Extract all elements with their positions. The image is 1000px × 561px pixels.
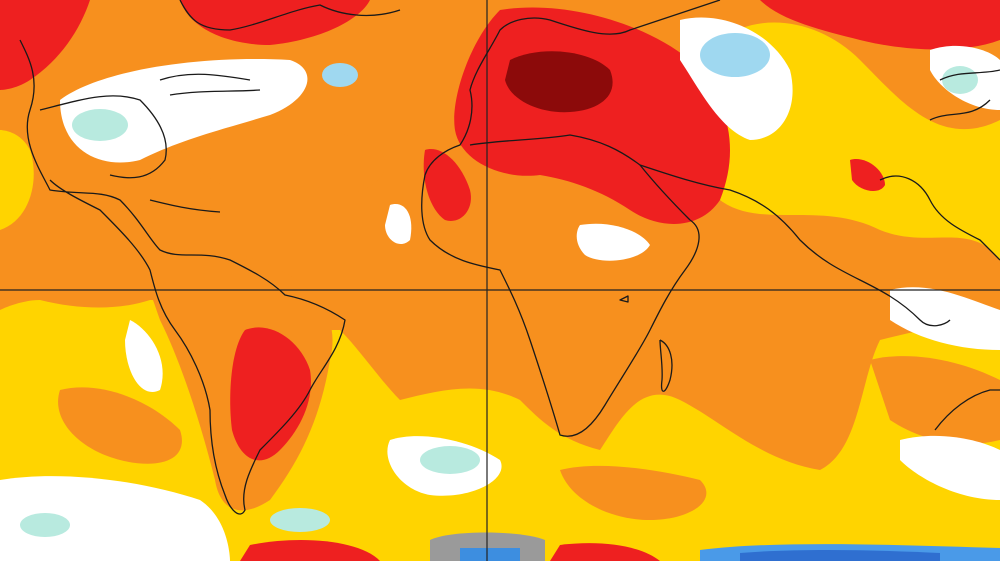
coastlines [19,0,1000,515]
cool-anomaly-blue [740,549,940,561]
neutral-anomaly-white [0,17,1000,561]
cool-anomaly-blue [460,548,520,561]
cool-anomaly-cyan [20,33,978,537]
warm-anomaly-dark-red [505,51,613,113]
